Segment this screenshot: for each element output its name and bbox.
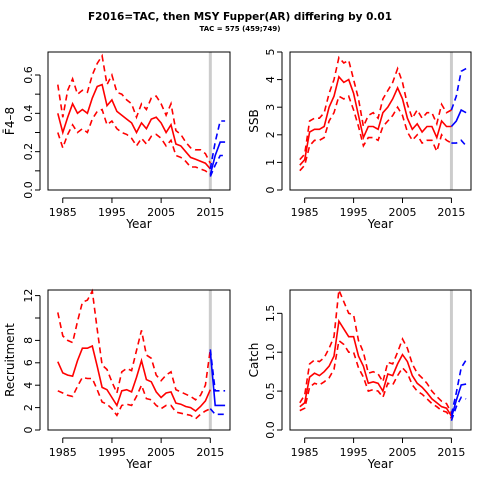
fbar-y-tick-label: 0.4 [22, 105, 35, 123]
fbar-x-tick-label: 1995 [98, 206, 126, 219]
recruitment-y-tick-label: 8 [22, 337, 35, 344]
catch-x-tick-label: 2015 [437, 446, 465, 459]
fbar-y-tick-label: 0.0 [22, 181, 35, 199]
ssb-historical-median-line [299, 75, 452, 166]
recruitment-y-axis-label: Recruitment [3, 323, 17, 397]
ssb-x-tick-label: 1985 [291, 206, 319, 219]
ssb-projection-lower-line [451, 139, 467, 147]
catch-y-tick-label: 1.5 [264, 305, 277, 323]
fbar-historical-median-line [57, 83, 211, 170]
ssb-historical-lower-line [299, 95, 452, 172]
catch-historical-median-line [299, 318, 453, 417]
recruitment-x-tick-label: 1985 [49, 446, 77, 459]
recruitment-y-tick-label: 4 [22, 382, 35, 389]
catch-x-tick-label: 1985 [291, 446, 319, 459]
recruitment-projection-lower-line [209, 408, 226, 416]
fbar-projection-lower-line [209, 154, 226, 177]
catch-y-tick-label: 0.5 [264, 382, 277, 400]
fbar-x-tick-label: 1985 [49, 206, 77, 219]
catch-projection-lower-line [450, 396, 467, 421]
catch-x-tick-label: 1995 [340, 446, 368, 459]
fbar-y-tick-label: 0.2 [22, 143, 35, 161]
ssb-y-tick-label: 5 [264, 49, 277, 56]
fbar-historical-upper-line [57, 53, 212, 164]
recruitment-projection-median-line [209, 351, 226, 407]
recruitment-historical-upper-line [57, 288, 212, 401]
recruitment-y-tick-label: 12 [22, 289, 35, 303]
fbar-plot-frame [47, 51, 231, 191]
recruitment-x-tick-label: 1995 [98, 446, 126, 459]
fbar-x-tick-label: 2005 [147, 206, 175, 219]
fbar-x-axis-label: Year [125, 217, 151, 231]
ssb-plot-frame [289, 51, 472, 191]
ssb-y-tick-label: 4 [264, 76, 277, 83]
panel-ssb: 1985 1995 2005 2015 0 1 2 3 4 5 Year SSB [247, 49, 472, 231]
ssb-x-axis-label: Year [367, 217, 393, 231]
catch-historical-upper-line [299, 289, 453, 414]
catch-projection-median-line [450, 383, 467, 418]
ssb-x-tick-label: 2005 [389, 206, 417, 219]
panel-fbar: 1985 1995 2005 2015 0.0 0.2 0.4 0.6 Year F̄4–8 [3, 51, 231, 231]
ssb-x-tick-label: 1995 [340, 206, 368, 219]
recruitment-x-tick-label: 2005 [147, 446, 175, 459]
recruitment-x-tick-label: 2015 [196, 446, 224, 459]
catch-plot-frame [289, 289, 472, 431]
fbar-y-tick-label: 0.6 [22, 66, 35, 84]
ssb-y-tick-label: 3 [264, 104, 277, 111]
catch-y-tick-label: 0.0 [264, 421, 277, 439]
ssb-y-axis-label: SSB [247, 109, 261, 132]
panel-catch: 1985 1995 2005 2015 0.0 0.5 1.0 1.5 Year Catch [247, 289, 472, 471]
panel-recruitment: 1985 1995 2005 2015 0 2 4 6 8 12 Year Recruitment [3, 288, 231, 471]
ssb-projection-upper-line [450, 67, 467, 111]
catch-y-axis-label: Catch [247, 343, 261, 378]
recruitment-historical-median-line [57, 344, 212, 413]
fbar-projection-median-line [209, 141, 226, 175]
catch-historical-lower-line [299, 339, 453, 419]
ssb-x-tick-label: 2015 [437, 206, 465, 219]
figure-title: F2016=TAC, then MSY Fupper(AR) differing… [88, 11, 392, 23]
recruitment-y-tick-label: 6 [22, 359, 35, 366]
recruitment-y-tick-label: 0 [22, 427, 35, 434]
ssb-projection-median-line [450, 108, 467, 128]
fbar-projection-upper-line [209, 120, 226, 170]
recruitment-y-tick-label: 2 [22, 404, 35, 411]
catch-y-tick-label: 1.0 [264, 343, 277, 361]
catch-x-axis-label: Year [367, 457, 393, 471]
ssb-y-tick-label: 1 [264, 159, 277, 166]
ssb-historical-upper-line [299, 55, 452, 161]
catch-projection-upper-line [450, 359, 467, 415]
fbar-historical-lower-line [57, 108, 211, 176]
recruitment-x-axis-label: Year [125, 457, 151, 471]
ssb-y-tick-label: 2 [264, 131, 277, 138]
recruitment-plot-frame [47, 289, 231, 431]
fbar-y-axis-label: F̄4–8 [3, 107, 17, 135]
catch-x-tick-label: 2005 [389, 446, 417, 459]
ssb-y-tick-label: 0 [264, 187, 277, 194]
fbar-x-tick-label: 2015 [196, 206, 224, 219]
figure-subtitle: TAC = 575 (459;749) [200, 25, 281, 33]
recruitment-projection-upper-line [209, 349, 226, 392]
